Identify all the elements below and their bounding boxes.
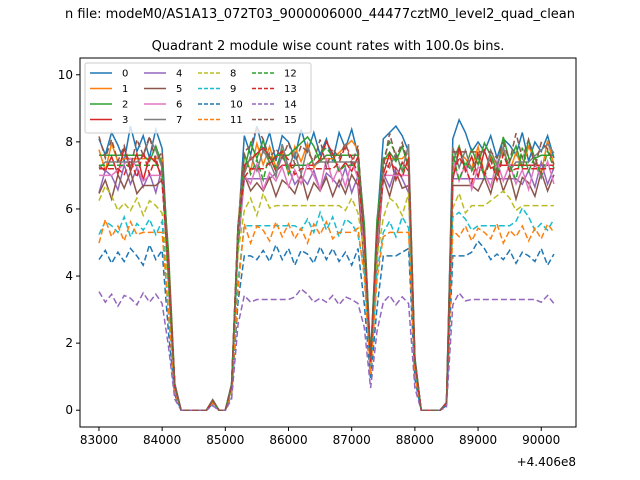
x-tick-label: 88000 [396, 433, 434, 447]
chart-title: Quadrant 2 module wise count rates with … [152, 39, 505, 54]
series-lines [98, 117, 555, 411]
legend-label: 13 [284, 84, 297, 95]
y-tick-label: 4 [65, 269, 73, 283]
y-tick-label: 8 [65, 135, 73, 149]
figure-suptitle: n file: modeM0/AS1A13_072T03_9000006000_… [65, 7, 575, 22]
plot-frame [79, 57, 577, 428]
x-tick-label: 89000 [459, 433, 497, 447]
series-line-4 [98, 154, 555, 411]
x-tick-label: 84000 [143, 433, 181, 447]
legend-box [84, 62, 312, 134]
x-tick-label: 86000 [269, 433, 307, 447]
x-tick-label: 87000 [333, 433, 371, 447]
series-line-14 [98, 287, 555, 411]
y-tick-label: 6 [65, 202, 73, 216]
y-tick-label: 10 [58, 68, 73, 82]
series-line-15 [98, 125, 555, 411]
y-axis: 0 2 4 6 8 10 [58, 68, 80, 417]
legend-label: 3 [122, 115, 128, 126]
legend-label: 2 [122, 100, 128, 111]
x-offset-label: +4.406e8 [517, 455, 576, 469]
series-line-6 [99, 157, 555, 411]
legend-label: 10 [230, 100, 243, 111]
y-tick-label: 2 [65, 336, 73, 350]
legend-label: 6 [176, 100, 182, 111]
legend-label: 14 [284, 100, 297, 111]
x-tick-label: 85000 [206, 433, 244, 447]
legend-label: 15 [284, 115, 297, 126]
y-tick-label: 0 [65, 403, 73, 417]
x-tick-label: 83000 [80, 433, 118, 447]
series-line-11 [98, 217, 555, 411]
series-line-10 [98, 239, 555, 411]
legend-label: 9 [230, 84, 236, 95]
legend-label: 1 [122, 84, 128, 95]
series-line-5 [98, 166, 555, 411]
x-axis: 83000 84000 85000 86000 87000 88000 89000 90000 [80, 427, 560, 447]
x-tick-label: 90000 [522, 433, 560, 447]
legend-label: 5 [176, 84, 182, 95]
legend-label: 11 [230, 115, 243, 126]
legend-label: 7 [176, 115, 182, 126]
legend-label: 0 [122, 69, 128, 80]
legend-label: 12 [284, 69, 297, 80]
legend-label: 8 [230, 69, 236, 80]
series-line-8 [98, 184, 554, 411]
legend-label: 4 [176, 69, 182, 80]
